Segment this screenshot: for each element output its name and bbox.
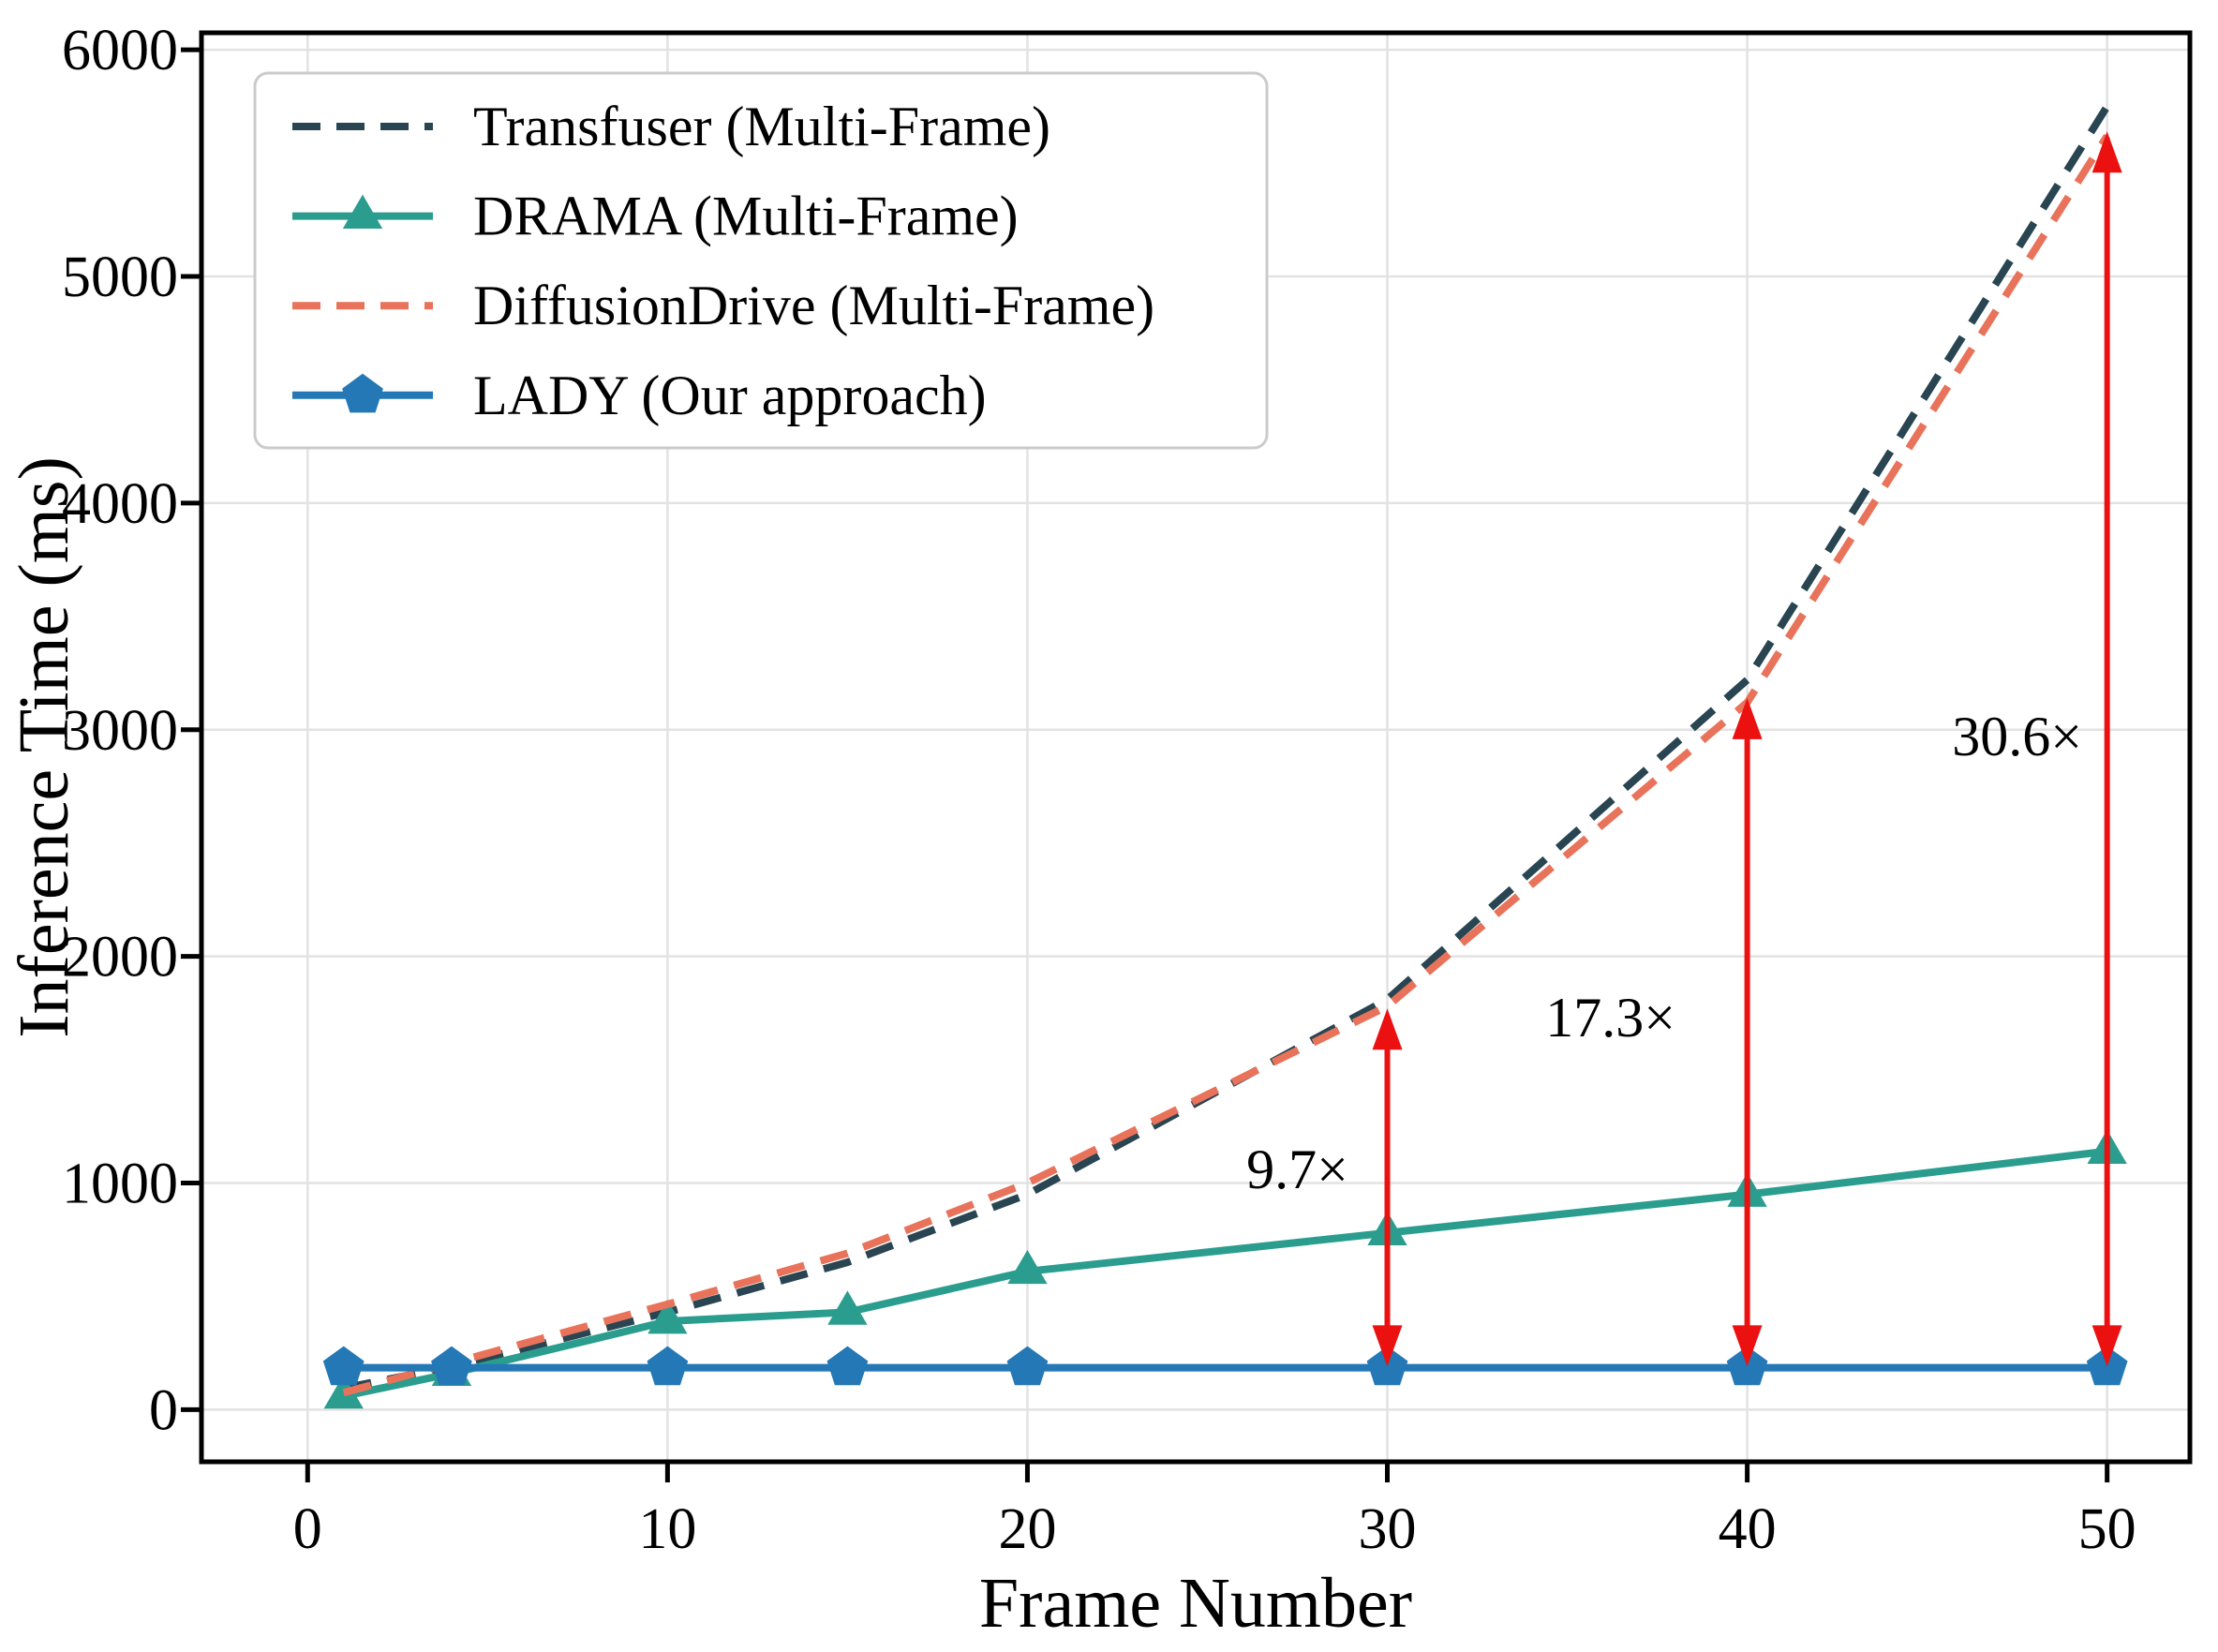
legend-item-label: LADY (Our approach) [473,365,987,426]
x-axis: 0 10 20 30 40 50 [293,1462,2136,1561]
arrow-head-up [1372,1008,1403,1050]
data-point-marker-triangle [1007,1249,1048,1285]
series-transfuser-multi-frame [342,104,2111,1392]
y-tick-label: 2000 [62,926,178,990]
series-line [342,133,2111,1397]
arrow-head-up [2091,131,2122,173]
data-point-marker-pentagon [1006,1346,1049,1386]
legend-item-diffusiondrive-multi-frame: DiffusionDrive (Multi-Frame) [292,275,1154,336]
data-point-marker-triangle [827,1290,868,1325]
speedup-label: 9.7× [1246,1139,1348,1200]
legend-item-label: DRAMA (Multi-Frame) [473,186,1019,247]
y-tick-label: 1000 [62,1152,178,1215]
legend-item-label: Transfuser (Multi-Frame) [473,96,1050,157]
y-tick-label: 0 [149,1378,178,1442]
x-tick-label: 20 [998,1497,1056,1561]
arrow-head-down [1372,1325,1403,1367]
x-axis-title: Frame Number [979,1564,1412,1643]
data-point-marker-pentagon [342,373,383,413]
speedup-label: 17.3× [1545,987,1675,1049]
legend-item-label: DiffusionDrive (Multi-Frame) [473,275,1154,336]
y-tick-label: 4000 [62,472,178,536]
y-tick-label: 6000 [62,19,178,82]
arrow-head-down [1732,1325,1763,1367]
data-point-marker-triangle [648,1300,688,1334]
speedup-annotations: 9.7× 17.3× 30.6× [1246,131,2122,1367]
x-tick-label: 40 [1719,1497,1777,1561]
x-tick-label: 30 [1359,1497,1417,1561]
speedup-arrow-x40 [1732,697,1763,1367]
legend-item-drama-multi-frame: DRAMA (Multi-Frame) [292,186,1019,247]
data-point-marker-triangle [342,194,383,229]
speedup-arrow-x30 [1372,1008,1403,1367]
series-diffusiondrive-multi-frame [342,133,2111,1397]
arrow-head-down [2091,1325,2122,1367]
legend-item-lady-our-approach: LADY (Our approach) [292,365,987,426]
legend-item-transfuser-multi-frame: Transfuser (Multi-Frame) [292,96,1050,157]
x-tick-label: 10 [638,1497,696,1561]
y-tick-label: 3000 [62,699,178,763]
legend-box [253,71,1269,450]
y-axis: 0 1000 2000 3000 4000 5000 6000 [62,19,201,1442]
legend: Transfuser (Multi-Frame) DRAMA (Multi-Fra… [253,71,1269,450]
data-point-marker-pentagon [322,1346,365,1386]
y-tick-label: 5000 [62,246,178,309]
speedup-arrow-x50 [2091,131,2122,1367]
y-axis-title: Inference Time (ms) [5,456,83,1038]
plot-spines [199,30,2193,1465]
arrow-head-up [1732,697,1763,739]
data-point-marker-pentagon [647,1346,689,1386]
speedup-label: 30.6× [1952,706,2082,767]
x-tick-label: 50 [2078,1497,2136,1561]
series-line [342,104,2111,1392]
data-point-marker-pentagon [431,1346,472,1386]
x-tick-label: 0 [293,1497,322,1561]
data-point-marker-pentagon [826,1346,869,1386]
